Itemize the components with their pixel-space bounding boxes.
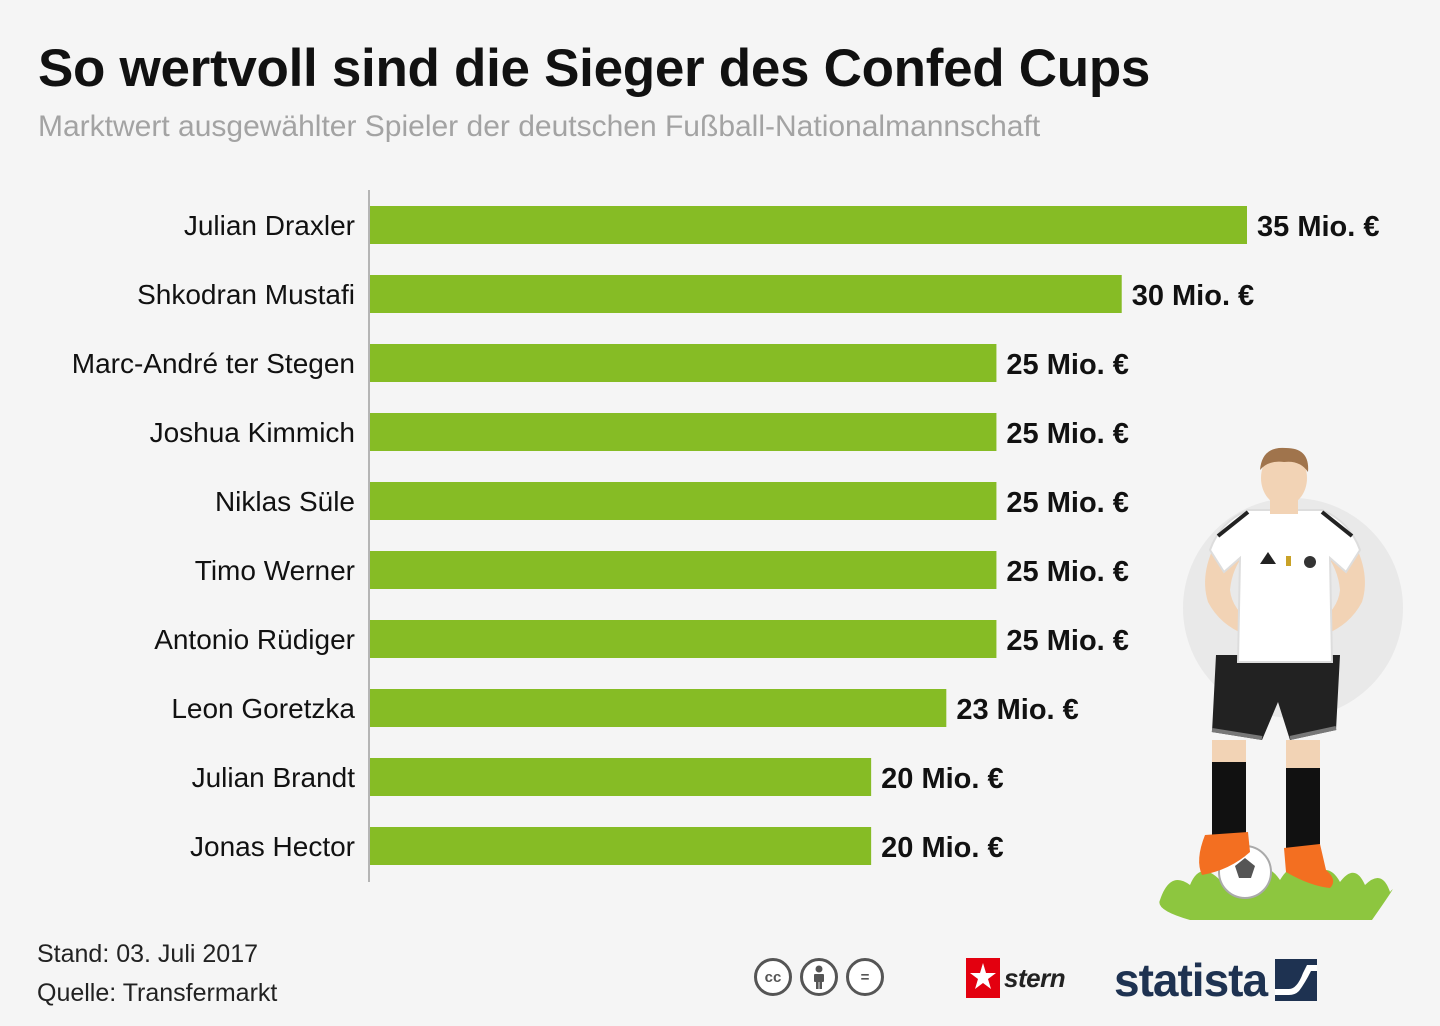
chart-subtitle: Marktwert ausgewählter Spieler der deuts…	[38, 110, 1041, 143]
footer-notes: Stand: 03. Juli 2017 Quelle: Transfermar…	[37, 935, 277, 1013]
stern-logo[interactable]: stern	[966, 958, 1066, 998]
bar[interactable]	[370, 344, 997, 382]
category-label: Leon Goretzka	[171, 693, 355, 724]
category-label: Joshua Kimmich	[150, 417, 355, 448]
bar[interactable]	[370, 620, 997, 658]
value-label: 30 Mio. €	[1132, 280, 1255, 312]
stand-date: Stand: 03. Juli 2017	[37, 940, 258, 968]
stern-wordmark: stern	[1004, 962, 1066, 993]
value-label: 23 Mio. €	[956, 694, 1078, 726]
category-label: Shkodran Mustafi	[137, 279, 355, 310]
category-label: Jonas Hector	[190, 831, 355, 862]
nd-icon[interactable]: =	[846, 958, 884, 996]
statista-wordmark: statista	[1114, 954, 1268, 1006]
statista-logo[interactable]: statista	[1114, 952, 1318, 1008]
bar[interactable]	[370, 689, 947, 727]
value-label: 25 Mio. €	[1006, 556, 1129, 588]
value-label: 25 Mio. €	[1006, 349, 1129, 381]
bar[interactable]	[370, 275, 1122, 313]
value-label: 20 Mio. €	[881, 832, 1004, 864]
value-label: 25 Mio. €	[1006, 487, 1129, 519]
bar[interactable]	[370, 482, 997, 520]
value-label: 25 Mio. €	[1006, 418, 1129, 450]
source-note: Quelle: Transfermarkt	[37, 979, 278, 1007]
bar[interactable]	[370, 758, 872, 796]
statista-mark-icon	[1275, 959, 1318, 1001]
by-icon[interactable]	[800, 958, 838, 996]
bar[interactable]	[370, 551, 997, 589]
license-icons: cc =	[754, 958, 884, 996]
category-label: Niklas Süle	[215, 486, 355, 517]
cc-icon[interactable]: cc	[754, 958, 792, 996]
value-label: 35 Mio. €	[1257, 211, 1380, 243]
category-label: Marc-André ter Stegen	[72, 348, 355, 379]
bar[interactable]	[370, 827, 872, 865]
category-label: Julian Draxler	[184, 210, 355, 241]
value-label: 20 Mio. €	[881, 763, 1004, 795]
category-label: Antonio Rüdiger	[154, 624, 355, 655]
category-label: Julian Brandt	[192, 762, 356, 793]
value-label: 25 Mio. €	[1006, 625, 1129, 657]
bar[interactable]	[370, 413, 997, 451]
stern-star-icon	[966, 958, 1000, 998]
chart-title: So wertvoll sind die Sieger des Confed C…	[38, 39, 1151, 98]
category-label: Timo Werner	[195, 555, 355, 586]
bar[interactable]	[370, 206, 1247, 244]
football-player-illustration	[1159, 447, 1403, 920]
